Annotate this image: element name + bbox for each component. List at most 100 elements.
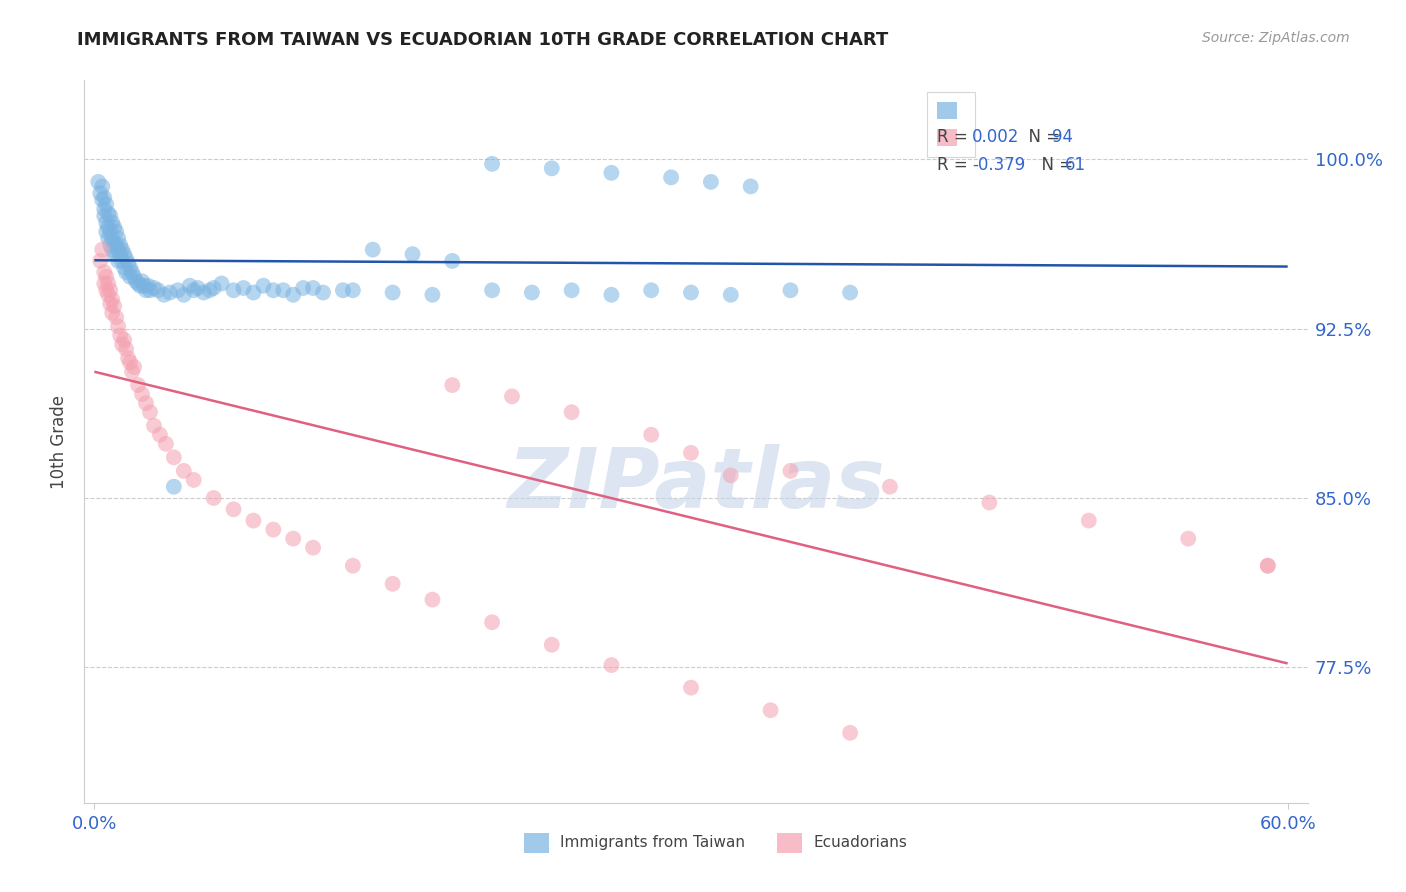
Point: [381, 285, 404, 300]
Point: [93, 202, 115, 216]
Point: [342, 283, 364, 297]
Point: [107, 243, 129, 257]
Point: [600, 166, 623, 180]
Point: [97, 287, 120, 301]
Point: [1177, 532, 1199, 546]
Point: [101, 293, 124, 307]
Point: [105, 225, 128, 239]
Point: [302, 281, 325, 295]
Point: [112, 247, 135, 261]
Point: [700, 175, 723, 189]
Point: [1257, 558, 1279, 573]
Point: [1257, 558, 1279, 573]
Point: [173, 464, 195, 478]
Point: [87, 175, 110, 189]
Text: Ecuadorians: Ecuadorians: [813, 836, 907, 850]
Text: 94: 94: [1052, 128, 1073, 146]
Point: [98, 283, 121, 297]
Point: [679, 681, 702, 695]
Point: [107, 253, 129, 268]
Point: [283, 287, 305, 301]
Point: [640, 283, 662, 297]
Point: [242, 514, 264, 528]
Point: [103, 247, 125, 261]
Point: [879, 480, 901, 494]
Point: [115, 252, 138, 266]
Point: [252, 278, 274, 293]
Point: [129, 278, 152, 293]
Y-axis label: 10th Grade: 10th Grade: [51, 394, 69, 489]
Text: N =: N =: [1031, 156, 1078, 174]
Point: [120, 355, 142, 369]
Point: [91, 179, 114, 194]
Point: [98, 225, 121, 239]
Point: [193, 285, 215, 300]
Point: [540, 161, 562, 176]
Point: [759, 703, 782, 717]
Point: [183, 283, 205, 297]
Point: [153, 287, 176, 301]
Point: [202, 281, 225, 295]
Point: [600, 287, 623, 301]
Point: [520, 285, 543, 300]
Point: [132, 278, 155, 293]
Point: [96, 269, 118, 284]
Point: [98, 209, 121, 223]
Point: [481, 157, 503, 171]
Point: [283, 532, 305, 546]
Point: [112, 260, 135, 275]
Point: [108, 247, 131, 261]
Point: [600, 658, 623, 673]
Point: [97, 220, 120, 235]
Text: IMMIGRANTS FROM TAIWAN VS ECUADORIAN 10TH GRADE CORRELATION CHART: IMMIGRANTS FROM TAIWAN VS ECUADORIAN 10T…: [77, 31, 889, 49]
Point: [97, 206, 120, 220]
Point: [96, 215, 118, 229]
Point: [979, 495, 1001, 509]
Point: [183, 473, 205, 487]
Point: [422, 592, 444, 607]
Point: [332, 283, 354, 297]
Point: [101, 215, 124, 229]
Point: [292, 281, 315, 295]
Point: [139, 405, 162, 419]
Point: [93, 277, 115, 291]
Point: [97, 231, 120, 245]
Point: [127, 277, 149, 291]
Point: [163, 450, 186, 465]
Point: [93, 191, 115, 205]
Point: [101, 231, 124, 245]
Point: [122, 359, 145, 374]
Point: [131, 387, 153, 401]
Point: [187, 281, 209, 295]
Point: [120, 269, 142, 284]
Point: [139, 283, 162, 297]
Point: [222, 283, 245, 297]
Point: [127, 378, 149, 392]
Point: [302, 541, 325, 555]
Point: [720, 468, 742, 483]
Point: [103, 220, 125, 235]
Point: [112, 333, 135, 347]
Point: [93, 209, 115, 223]
Point: [312, 285, 335, 300]
Point: [120, 260, 142, 275]
Point: [271, 283, 294, 297]
Point: [89, 186, 111, 201]
Point: [173, 287, 195, 301]
Legend: , : ,: [927, 92, 976, 157]
Point: [501, 389, 523, 403]
Point: [93, 265, 115, 279]
Point: [91, 243, 114, 257]
Point: [481, 283, 503, 297]
Point: [202, 491, 225, 505]
Text: Immigrants from Taiwan: Immigrants from Taiwan: [560, 836, 745, 850]
Text: N =: N =: [1018, 128, 1066, 146]
Point: [125, 274, 148, 288]
Point: [143, 281, 166, 295]
Point: [108, 328, 131, 343]
Point: [117, 256, 139, 270]
Point: [121, 365, 143, 379]
Point: [779, 464, 801, 478]
Point: [441, 253, 464, 268]
Point: [91, 193, 114, 207]
